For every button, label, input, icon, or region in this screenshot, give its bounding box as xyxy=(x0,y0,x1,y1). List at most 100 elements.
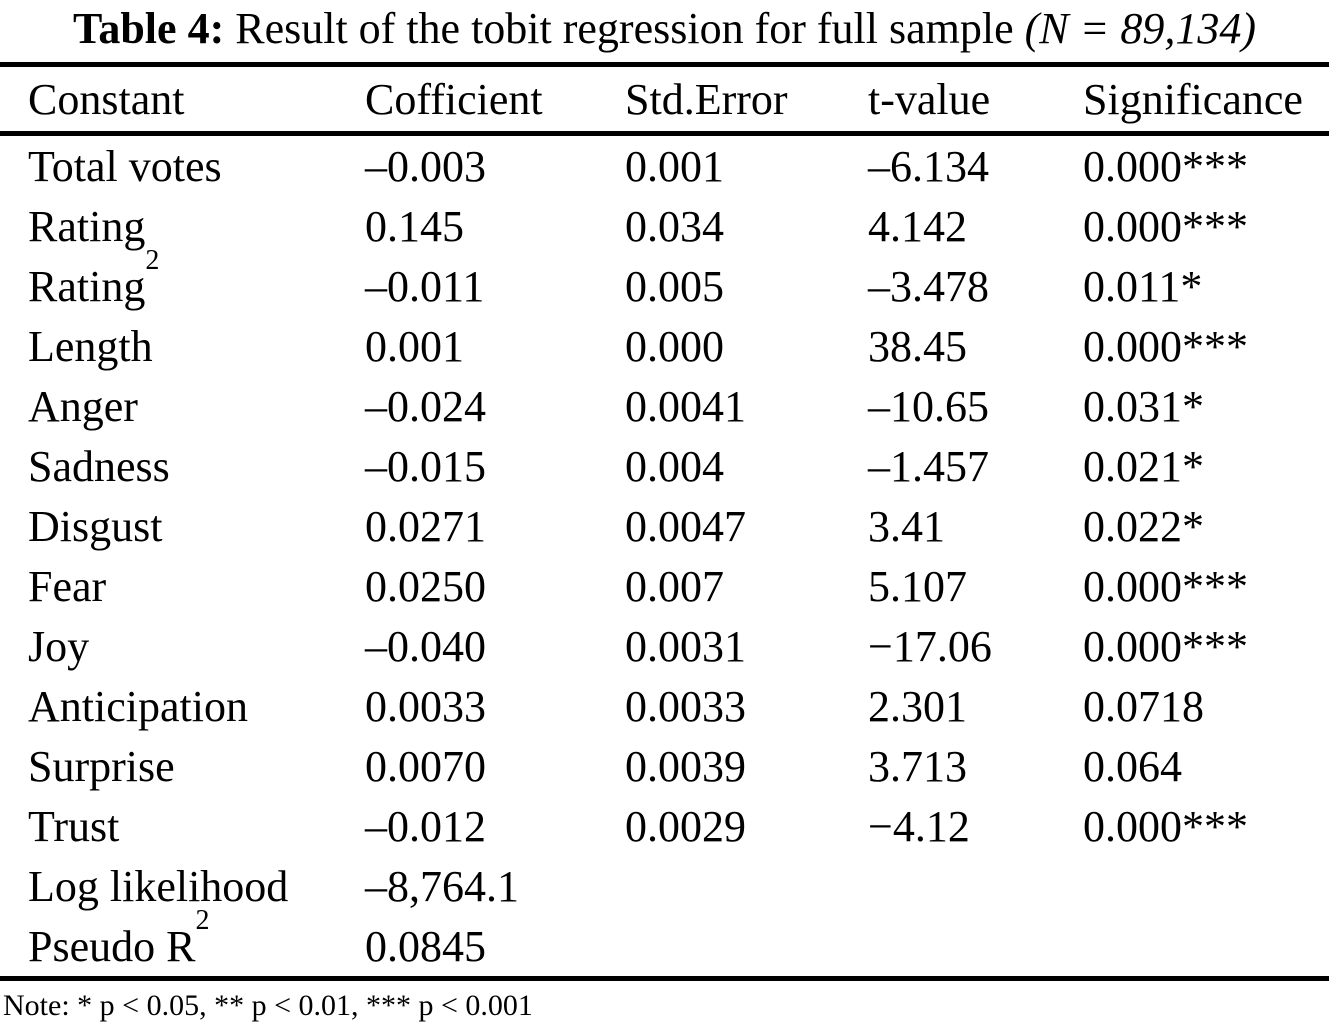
row-coefficient: –0.015 xyxy=(365,441,486,491)
row-label: Joy xyxy=(0,621,365,672)
table-row-surprise: Surprise 0.0070 0.0039 3.713 0.064 xyxy=(0,736,1329,796)
column-header-coefficient: Cofficient xyxy=(365,74,543,124)
row-label: Anticipation xyxy=(0,681,365,732)
row-coefficient: 0.145 xyxy=(365,201,464,251)
row-label-text: Joy xyxy=(28,621,90,671)
table-title: Table 4: Result of the tobit regression … xyxy=(0,0,1329,62)
row-label-text: Surprise xyxy=(28,741,175,791)
row-t-value: –6.134 xyxy=(868,141,989,191)
row-std-error: 0.0039 xyxy=(625,741,746,791)
row-label-text: Trust xyxy=(28,801,120,851)
row-coefficient: 0.0033 xyxy=(365,681,486,731)
row-significance: 0.031* xyxy=(1083,381,1204,431)
row-coefficient: –0.011 xyxy=(365,261,485,311)
row-label: Rating2 xyxy=(0,246,365,312)
row-label: Disgust xyxy=(0,501,365,552)
top-rule xyxy=(0,62,1329,67)
row-coefficient: 0.0070 xyxy=(365,741,486,791)
table-row-sadness: Sadness –0.015 0.004 –1.457 0.021* xyxy=(0,436,1329,496)
row-t-value: 2.301 xyxy=(868,681,967,731)
row-coefficient: –0.040 xyxy=(365,621,486,671)
row-significance: 0.000*** xyxy=(1083,801,1248,851)
row-significance: 0.0718 xyxy=(1083,681,1204,731)
row-t-value: –3.478 xyxy=(868,261,989,311)
row-std-error: 0.0047 xyxy=(625,501,746,551)
row-std-error: 0.007 xyxy=(625,561,724,611)
row-std-error: 0.0041 xyxy=(625,381,746,431)
row-std-error: 0.034 xyxy=(625,201,724,251)
table-row-anger: Anger –0.024 0.0041 –10.65 0.031* xyxy=(0,376,1329,436)
row-t-value: −17.06 xyxy=(868,621,992,671)
row-std-error: 0.001 xyxy=(625,141,724,191)
row-label-text: Rating xyxy=(28,201,146,251)
row-label: Pseudo R2 xyxy=(0,906,365,972)
row-coefficient: 0.0250 xyxy=(365,561,486,611)
row-label-text: Pseudo R xyxy=(28,921,196,971)
row-label-text: Anger xyxy=(28,381,138,431)
table-row-trust: Trust –0.012 0.0029 −4.12 0.000*** xyxy=(0,796,1329,856)
row-label: Length xyxy=(0,321,365,372)
row-significance: 0.000*** xyxy=(1083,561,1248,611)
row-label-superscript: 2 xyxy=(195,904,210,936)
row-t-value: −4.12 xyxy=(868,801,970,851)
row-label-text: Length xyxy=(28,321,153,371)
row-label: Total votes xyxy=(0,141,365,192)
row-significance: 0.000*** xyxy=(1083,621,1248,671)
row-label: Trust xyxy=(0,801,365,852)
row-label-text: Anticipation xyxy=(28,681,248,731)
bottom-rule xyxy=(0,976,1329,981)
row-label-text: Total votes xyxy=(28,141,222,191)
table-row-log-likelihood: Log likelihood –8,764.1 xyxy=(0,856,1329,916)
row-label-superscript: 2 xyxy=(145,244,160,276)
row-significance: 0.000*** xyxy=(1083,321,1248,371)
row-std-error: 0.0033 xyxy=(625,681,746,731)
table-row-length: Length 0.001 0.000 38.45 0.000*** xyxy=(0,316,1329,376)
table-row-total-votes: Total votes –0.003 0.001 –6.134 0.000*** xyxy=(0,136,1329,196)
row-coefficient: 0.0845 xyxy=(365,921,486,971)
header-rule xyxy=(0,131,1329,136)
row-label-text: Disgust xyxy=(28,501,163,551)
row-coefficient: –0.012 xyxy=(365,801,486,851)
row-label: Sadness xyxy=(0,441,365,492)
row-label-text: Fear xyxy=(28,561,107,611)
row-significance: 0.000*** xyxy=(1083,141,1248,191)
row-std-error: 0.000 xyxy=(625,321,724,371)
row-significance: 0.000*** xyxy=(1083,201,1248,251)
column-header-significance: Significance xyxy=(1083,74,1303,124)
row-label-text: Rating xyxy=(28,261,146,311)
table-body: Total votes –0.003 0.001 –6.134 0.000***… xyxy=(0,136,1329,976)
table-note: Note: * p < 0.05, ** p < 0.01, *** p < 0… xyxy=(3,989,533,1022)
row-t-value: 4.142 xyxy=(868,201,967,251)
row-label: Log likelihood xyxy=(0,861,365,912)
table-row-rating-squared: Rating2 –0.011 0.005 –3.478 0.011* xyxy=(0,246,1329,316)
row-significance: 0.064 xyxy=(1083,741,1182,791)
row-label-text: Log likelihood xyxy=(28,861,289,911)
column-header-std-error: Std.Error xyxy=(625,74,788,124)
row-coefficient: 0.0271 xyxy=(365,501,486,551)
row-t-value: 3.41 xyxy=(868,501,945,551)
row-label: Anger xyxy=(0,381,365,432)
table-row-rating: Rating 0.145 0.034 4.142 0.000*** xyxy=(0,196,1329,256)
row-label: Surprise xyxy=(0,741,365,792)
row-t-value: 5.107 xyxy=(868,561,967,611)
row-significance: 0.022* xyxy=(1083,501,1204,551)
row-std-error: 0.0029 xyxy=(625,801,746,851)
row-coefficient: –0.024 xyxy=(365,381,486,431)
row-significance: 0.011* xyxy=(1083,261,1203,311)
table-title-text: Result of the tobit regression for full … xyxy=(235,4,1014,53)
row-coefficient: 0.001 xyxy=(365,321,464,371)
row-t-value: 3.713 xyxy=(868,741,967,791)
table-title-label: Table 4: xyxy=(73,4,225,53)
row-label-text: Sadness xyxy=(28,441,170,491)
row-coefficient: –0.003 xyxy=(365,141,486,191)
table-row-joy: Joy –0.040 0.0031 −17.06 0.000*** xyxy=(0,616,1329,676)
row-t-value: –1.457 xyxy=(868,441,989,491)
row-std-error: 0.004 xyxy=(625,441,724,491)
table-title-sample-size: (N = 89,134) xyxy=(1024,4,1256,53)
row-t-value: –10.65 xyxy=(868,381,989,431)
column-header-t-value: t-value xyxy=(868,74,991,124)
column-header-constant: Constant xyxy=(28,74,185,124)
row-std-error: 0.0031 xyxy=(625,621,746,671)
table-row-pseudo-r-squared: Pseudo R2 0.0845 xyxy=(0,906,1329,976)
